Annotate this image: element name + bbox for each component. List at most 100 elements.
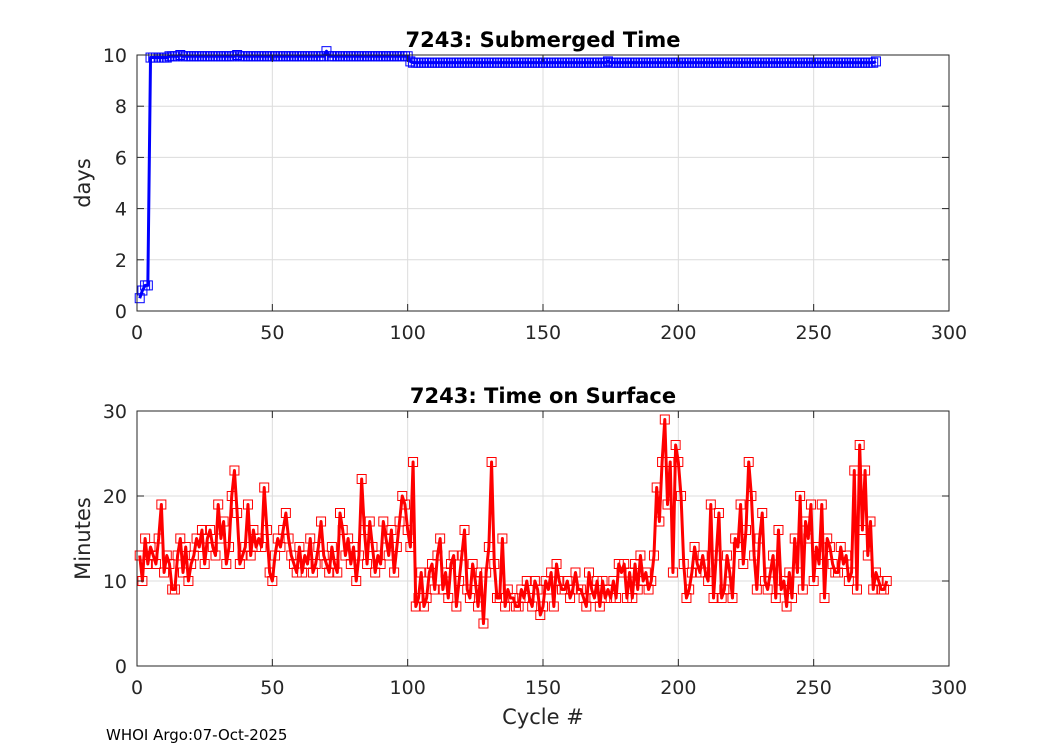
data-point-marker <box>427 559 438 569</box>
x-tick-label: 100 <box>390 677 426 699</box>
data-point-marker <box>394 516 405 527</box>
data-point-marker <box>278 525 289 535</box>
data-point-marker <box>381 533 392 544</box>
data-point-marker <box>383 550 394 561</box>
data-point-marker <box>773 525 784 535</box>
data-point-marker <box>313 542 324 552</box>
data-point-marker <box>860 465 871 476</box>
data-point-marker <box>275 542 286 552</box>
x-tick-label: 300 <box>931 322 967 344</box>
data-point-marker <box>405 542 416 552</box>
data-point-marker <box>161 52 172 63</box>
data-point-marker <box>789 533 800 544</box>
data-point-marker <box>754 533 765 544</box>
y-tick-label: 30 <box>103 401 127 423</box>
x-tick-label: 0 <box>131 322 143 344</box>
data-point-marker <box>159 567 170 578</box>
data-point-marker <box>651 482 662 493</box>
data-point-marker <box>429 584 440 595</box>
series-layer <box>134 46 881 304</box>
data-point-marker <box>846 567 857 578</box>
data-point-marker <box>870 56 881 67</box>
data-point-marker <box>746 491 757 501</box>
data-point-marker <box>134 293 145 304</box>
tick-labels: 0 50 100 150 200 250 300 0 10 20 30 <box>103 401 967 699</box>
data-point-marker <box>630 559 641 569</box>
data-point-marker <box>757 508 768 518</box>
data-point-marker <box>881 576 892 586</box>
data-point-marker <box>570 567 581 578</box>
data-point-marker <box>486 457 497 467</box>
data-point-marker <box>378 516 389 527</box>
data-point-marker <box>362 559 373 569</box>
data-point-marker <box>205 525 216 535</box>
data-point-marker <box>440 567 451 578</box>
data-point-marker <box>178 567 189 578</box>
data-point-marker <box>624 567 635 578</box>
data-point-marker <box>697 550 708 561</box>
data-point-marker <box>608 576 619 586</box>
data-point-marker <box>408 457 419 467</box>
data-point-marker <box>180 542 191 552</box>
data-point-marker <box>597 576 608 586</box>
data-point-marker <box>689 542 700 552</box>
data-point-marker <box>456 550 467 561</box>
chart-title: 7243: Submerged Time <box>405 28 680 52</box>
data-point-marker <box>854 440 865 450</box>
data-point-marker <box>270 550 281 561</box>
data-point-marker <box>229 465 240 476</box>
time-on-surface-chart: 0 50 100 150 200 250 300 0 10 20 30 7243: Time on … <box>71 384 967 729</box>
data-point-marker <box>500 601 511 612</box>
x-tick-label: 250 <box>796 322 832 344</box>
data-point-marker <box>627 593 638 603</box>
data-point-marker <box>749 550 760 561</box>
y-tick-label: 0 <box>115 656 127 678</box>
data-point-marker <box>337 525 348 535</box>
data-point-marker <box>654 516 665 527</box>
data-point-marker <box>648 550 659 561</box>
data-point-marker <box>386 525 397 535</box>
x-tick-label: 250 <box>796 677 832 699</box>
data-point-marker <box>343 533 354 544</box>
data-point-marker <box>291 567 302 578</box>
data-point-marker <box>646 576 657 586</box>
data-point-marker <box>267 576 278 586</box>
data-point-marker <box>183 576 194 586</box>
data-point-marker <box>194 542 205 552</box>
data-point-marker <box>538 601 548 612</box>
data-point-marker <box>310 559 321 569</box>
data-point-marker <box>402 525 413 535</box>
data-point-marker <box>833 567 844 578</box>
data-point-marker <box>326 542 337 552</box>
data-point-marker <box>676 491 687 501</box>
data-point-marker <box>242 499 253 510</box>
series-line <box>138 418 889 625</box>
data-point-marker <box>188 550 199 561</box>
data-point-marker <box>657 457 668 467</box>
data-point-marker <box>665 457 676 467</box>
data-point-marker <box>678 559 689 569</box>
data-point-marker <box>221 559 232 569</box>
data-point-marker <box>226 491 237 501</box>
data-point-marker <box>814 559 825 569</box>
data-point-marker <box>435 533 446 544</box>
data-point-marker <box>169 584 180 595</box>
y-tick-label: 20 <box>103 486 127 508</box>
data-point-marker <box>489 559 500 569</box>
data-point-marker <box>862 550 873 561</box>
data-point-marker <box>199 559 210 569</box>
data-point-marker <box>567 584 578 595</box>
data-point-marker <box>261 525 272 535</box>
data-point-marker <box>684 584 695 595</box>
chart-title: 7243: Time on Surface <box>410 384 676 408</box>
data-point-marker <box>335 508 345 518</box>
y-tick-label: 0 <box>115 301 127 323</box>
data-point-marker <box>164 559 175 569</box>
data-point-marker <box>150 559 161 569</box>
data-point-marker <box>215 533 226 544</box>
data-point-marker <box>800 516 811 527</box>
data-point-marker <box>781 601 792 612</box>
x-tick-label: 150 <box>525 677 561 699</box>
data-point-marker <box>521 576 532 586</box>
